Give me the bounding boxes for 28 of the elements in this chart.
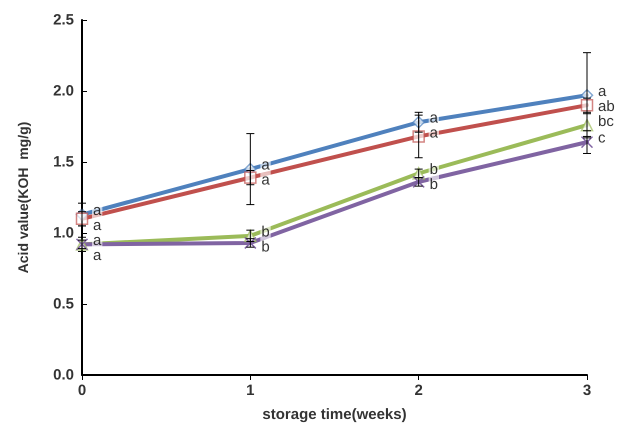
annotation: b (430, 160, 438, 178)
y-tick-label: 2.5 (53, 12, 74, 28)
annotation: a (598, 82, 607, 100)
y-axis-title: Acid value(KOH mg/g) (15, 122, 31, 274)
x-tick-label: 2 (414, 382, 423, 399)
annotation: a (430, 124, 439, 142)
annotation: c (598, 130, 606, 147)
annotation: b (261, 223, 270, 240)
annotation: a (261, 172, 270, 189)
annotation: a (93, 202, 102, 220)
y-tick-label: 0.0 (53, 366, 74, 384)
x-tick-label: 3 (582, 382, 592, 399)
annotation: a (93, 217, 102, 234)
annotation: a (261, 156, 270, 174)
y-tick-label: 1.0 (53, 224, 74, 242)
annotation: b (261, 238, 270, 256)
x-axis-title: storage time(weeks) (262, 406, 407, 423)
y-tick-label: 2.0 (53, 82, 74, 100)
y-tick-label: 0.5 (53, 296, 74, 312)
annotation: b (430, 176, 438, 193)
annotation: a (93, 247, 102, 264)
annotation: bc (598, 112, 614, 130)
x-tick-label: 1 (246, 382, 255, 399)
x-tick-label: 0 (78, 382, 86, 399)
annotation: a (430, 110, 439, 127)
y-tick-label: 1.5 (53, 154, 74, 170)
annotation: ab (598, 98, 615, 115)
annotation: a (93, 232, 102, 250)
